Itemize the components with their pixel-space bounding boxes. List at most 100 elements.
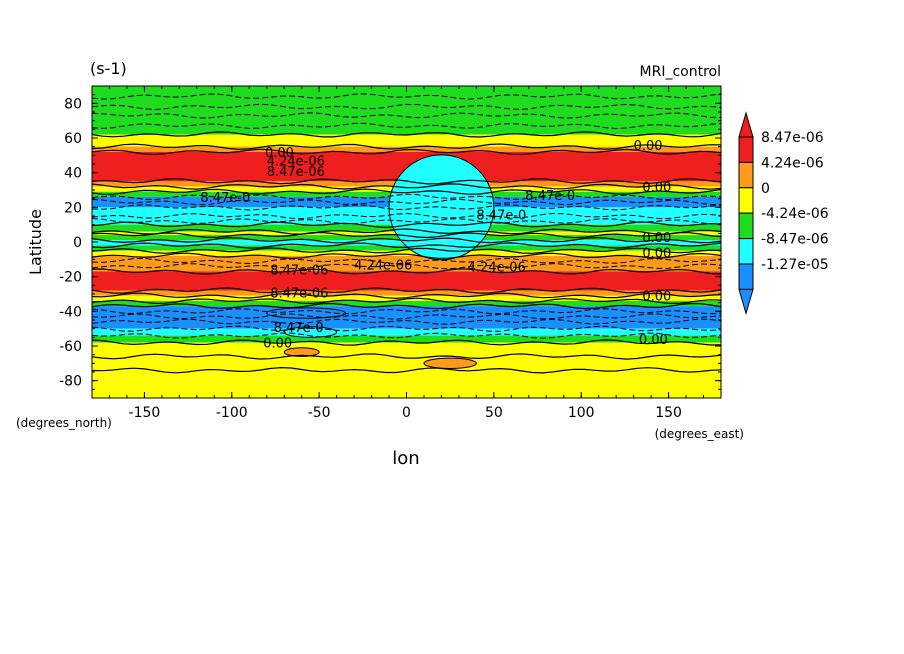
contour-line-solid <box>92 292 721 300</box>
contour-line-solid <box>92 242 721 249</box>
x-tick-label: -150 <box>129 405 161 421</box>
y-units: (degrees_north) <box>16 416 112 430</box>
contour-label: 0.00 <box>642 231 671 246</box>
contour-line-solid <box>92 131 721 138</box>
contour-label: 4.24e-06 <box>354 259 412 274</box>
contour-line-solid <box>92 252 721 260</box>
contour-line-dashed <box>92 112 721 119</box>
contour-band <box>92 250 721 256</box>
x-axis-ticks: -150 -100 -50 0 50 100 150 <box>108 86 705 421</box>
contour-line-solid <box>92 221 721 229</box>
y-tick-label: -40 <box>59 304 82 320</box>
contour-line-solid <box>92 302 721 310</box>
contour-line-dashed <box>92 263 721 270</box>
x-tick-label: 50 <box>485 405 503 421</box>
contour-line-solid <box>92 143 721 150</box>
contour-label: 8.47e-0 <box>476 208 526 223</box>
contour-line-dashed <box>92 308 721 315</box>
contour-label: 8.47e-0 <box>525 189 575 204</box>
contour-line-solid <box>92 228 721 235</box>
contour-label: 0.00 <box>642 181 671 196</box>
contour-line-dashed <box>92 204 721 211</box>
colorbar-segment <box>738 136 754 163</box>
contour-line-solid <box>92 188 721 195</box>
contour-label: 0.00 <box>265 146 294 161</box>
colorbar-extend-top <box>738 111 754 138</box>
contour-fill-layer <box>92 86 721 398</box>
contour-line-solid <box>92 268 721 275</box>
contour-band <box>92 335 721 343</box>
colorbar-extend-bottom <box>738 288 754 316</box>
contour-label: 0.00 <box>634 139 663 154</box>
contour-band <box>92 306 721 329</box>
y-tick-label: 40 <box>64 166 82 182</box>
x-tick-label: -50 <box>308 405 331 421</box>
contour-line-dashed <box>92 257 721 265</box>
contour-label: 4.24e-06 <box>267 155 325 170</box>
contour-label: 0.00 <box>639 333 668 348</box>
contour-label-layer: 0.004.24e-068.47e-068.47e-0 8.47e-08.47e-… <box>200 139 671 352</box>
contour-line-dashed <box>92 332 721 339</box>
contour-label: 0.00 <box>642 290 671 305</box>
contour-line-dashed <box>92 218 721 225</box>
y-tick-label: 0 <box>73 235 82 251</box>
contour-band <box>92 328 721 336</box>
contour-line-dashed <box>92 93 721 100</box>
contour-band <box>92 134 721 147</box>
contour-patch <box>283 326 338 338</box>
contour-line-solid <box>92 287 721 294</box>
contour-line-solid <box>92 339 721 346</box>
y-tick-label: 20 <box>64 200 82 216</box>
contour-line-dashed <box>92 122 721 130</box>
colorbar: 8.47e-06 4.24e-06 0 -4.24e-06 -8.47e-06 -1.27… <box>738 111 829 316</box>
contour-patch <box>423 357 477 370</box>
contour-line-solid <box>92 148 721 156</box>
contour-label: 4.24e-06 <box>468 260 526 275</box>
contour-line-solid <box>92 183 721 190</box>
contour-band <box>92 245 721 251</box>
contour-line-solid <box>92 231 721 239</box>
contour-band <box>92 271 721 291</box>
contour-line-dashed <box>92 325 721 332</box>
colorbar-level-label: -4.24e-06 <box>761 206 829 222</box>
colorbar-segment <box>738 263 754 290</box>
colorbar-segment <box>738 161 754 189</box>
contour-label: 8.47e-0 <box>200 191 250 206</box>
contour-line-solid <box>92 353 721 360</box>
y-tick-label: 60 <box>64 131 82 147</box>
x-tick-label: 150 <box>655 405 682 421</box>
contour-line-solid <box>92 297 721 305</box>
x-tick-label: 0 <box>402 405 411 421</box>
contour-line-solid <box>92 247 721 254</box>
contour-line-layer <box>92 93 721 374</box>
x-tick-label: 100 <box>568 405 595 421</box>
colorbar-level-label: 0 <box>761 181 770 197</box>
contour-label: 8.47e-06 <box>267 165 325 180</box>
contour-band <box>92 290 721 296</box>
contour-band <box>92 300 721 307</box>
y-tick-label: -60 <box>59 339 82 355</box>
colorbar-level-label: -1.27e-05 <box>761 257 829 273</box>
contour-line-dashed <box>92 212 721 220</box>
y-tick-label: 80 <box>64 96 82 112</box>
colorbar-segment <box>738 212 754 240</box>
contour-label: 0.00 <box>263 337 292 352</box>
contour-line-dashed <box>92 198 721 206</box>
y-axis-ticks: 80 60 40 20 0 -20 -40 -60 -80 <box>59 94 721 390</box>
contour-line-dashed <box>92 193 721 201</box>
title-right: MRI_control <box>640 64 721 80</box>
contour-line-solid <box>92 236 721 244</box>
contour-line-solid <box>92 366 721 374</box>
x-tick-label: -100 <box>216 405 248 421</box>
colorbar-segment <box>738 187 754 214</box>
colorbar-level-label: 8.47e-06 <box>761 130 824 146</box>
contour-patch <box>266 307 346 319</box>
y-axis-label: Latitude <box>26 209 45 275</box>
contour-patch <box>283 347 320 357</box>
contour-band <box>92 86 721 135</box>
title-left: (s-1) <box>90 59 127 78</box>
x-units: (degrees_east) <box>655 427 744 441</box>
contour-label: 8.47e-06 <box>270 286 328 301</box>
y-tick-label: -80 <box>59 374 82 390</box>
